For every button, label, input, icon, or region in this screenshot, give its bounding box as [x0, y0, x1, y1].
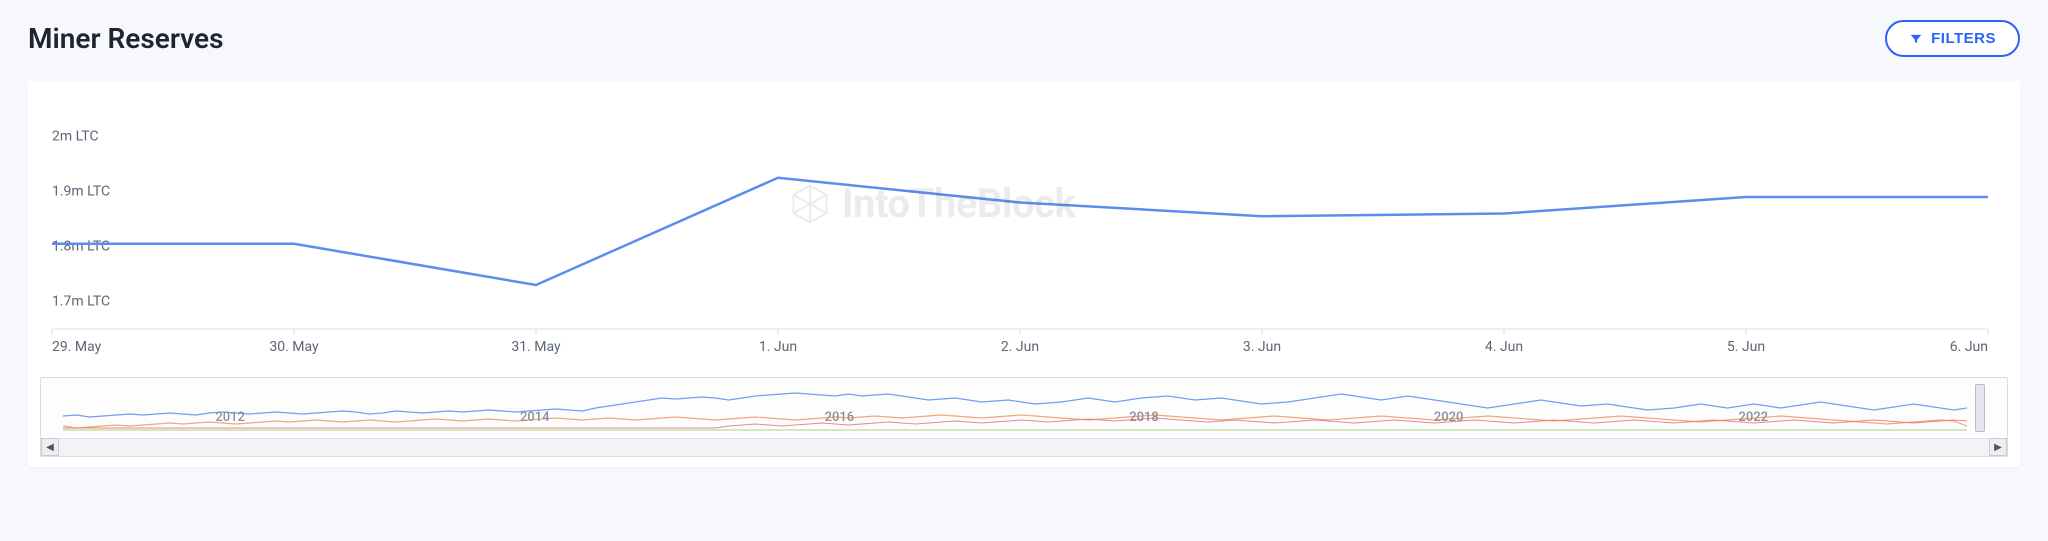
filters-label: FILTERS: [1931, 30, 1996, 47]
navigator-year-label: 2012: [215, 410, 245, 425]
navigator-year-label: 2022: [1739, 410, 1769, 425]
navigator-scroll-right-button[interactable]: ▶: [1989, 438, 2007, 456]
svg-text:1.9m LTC: 1.9m LTC: [52, 184, 110, 200]
navigator-scrollbar-track: [59, 438, 1989, 456]
filter-icon: [1909, 32, 1923, 46]
page-title: Miner Reserves: [28, 22, 223, 55]
svg-text:30. May: 30. May: [269, 339, 319, 355]
navigator-svg: [41, 378, 2001, 438]
svg-text:4. Jun: 4. Jun: [1485, 339, 1523, 355]
main-chart-svg: 1.7m LTC 1.8m LTC 1.9m LTC 2m LTC 29. May 30.…: [40, 99, 2000, 369]
svg-text:5. Jun: 5. Jun: [1727, 339, 1765, 355]
navigator-handle[interactable]: [1975, 384, 1985, 432]
svg-text:2. Jun: 2. Jun: [1001, 339, 1039, 355]
navigator-year-label: 2020: [1434, 410, 1464, 425]
svg-text:1.7m LTC: 1.7m LTC: [52, 294, 110, 310]
svg-text:6. Jun: 6. Jun: [1950, 339, 1988, 355]
chevron-right-icon: ▶: [1994, 442, 2002, 453]
svg-text:3. Jun: 3. Jun: [1243, 339, 1281, 355]
main-chart[interactable]: IntoTheBlock 1.7m LTC1.8m LTC1.9m LTC2m …: [40, 99, 2008, 369]
svg-text:29. May: 29. May: [52, 339, 102, 355]
svg-text:2m LTC: 2m LTC: [52, 129, 99, 145]
navigator-scroll-left-button[interactable]: ◀: [41, 438, 59, 456]
chart-card: IntoTheBlock 1.7m LTC1.8m LTC1.9m LTC2m …: [28, 81, 2020, 467]
navigator-strip[interactable]: 2012 2014 2016 2018 2020 2022 ◀ ▶: [40, 377, 2008, 457]
svg-text:1.8m LTC: 1.8m LTC: [52, 239, 110, 255]
filters-button[interactable]: FILTERS: [1885, 20, 2020, 57]
svg-text:31. May: 31. May: [511, 339, 561, 355]
chevron-left-icon: ◀: [46, 442, 54, 453]
navigator-year-label: 2016: [825, 410, 855, 425]
navigator-year-label: 2018: [1129, 410, 1159, 425]
svg-text:1. Jun: 1. Jun: [759, 339, 797, 355]
navigator-year-label: 2014: [520, 410, 550, 425]
